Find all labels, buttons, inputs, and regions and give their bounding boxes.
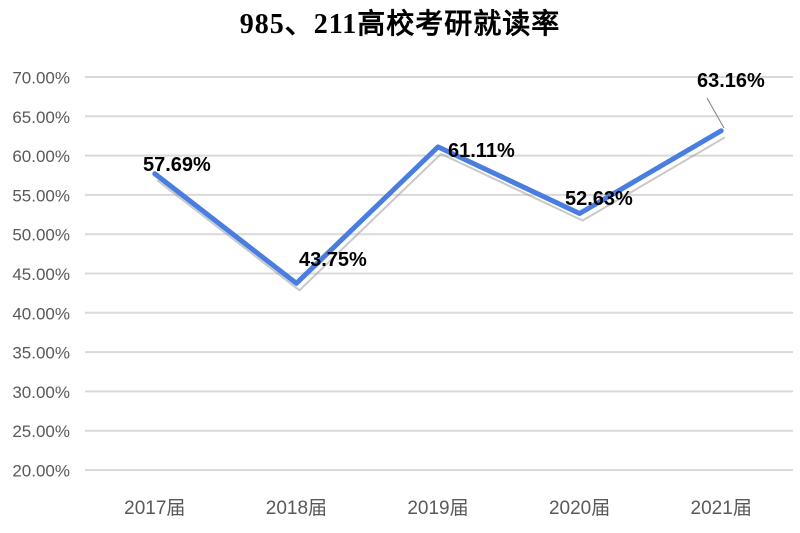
y-tick-label: 50.00% (12, 226, 70, 245)
x-tick-label: 2017届 (124, 498, 185, 519)
y-tick-label: 35.00% (12, 344, 70, 363)
series-line-shadow (156, 136, 726, 292)
data-label: 61.11% (448, 140, 515, 162)
chart-title: 985、211高校考研就读率 (239, 9, 561, 40)
y-tick-label: 70.00% (12, 69, 70, 88)
data-label: 52.63% (565, 188, 633, 210)
data-label: 57.69% (143, 154, 211, 176)
y-tick-label: 20.00% (12, 462, 70, 481)
y-tick-label: 30.00% (12, 383, 70, 402)
data-label: 43.75% (299, 249, 367, 271)
x-tick-label: 2019届 (407, 498, 468, 519)
leader-line (706, 97, 725, 129)
y-tick-label: 65.00% (12, 108, 70, 127)
x-tick-label: 2021届 (691, 498, 752, 519)
y-tick-label: 40.00% (12, 304, 70, 323)
data-series-line (152, 128, 724, 286)
x-tick-label: 2018届 (266, 498, 327, 519)
y-tick-label: 45.00% (12, 265, 70, 284)
data-label: 63.16% (697, 70, 765, 92)
y-tick-label: 55.00% (12, 186, 70, 205)
y-tick-label: 25.00% (12, 422, 70, 441)
x-tick-label: 2020届 (549, 498, 610, 519)
y-tick-label: 60.00% (12, 147, 70, 166)
